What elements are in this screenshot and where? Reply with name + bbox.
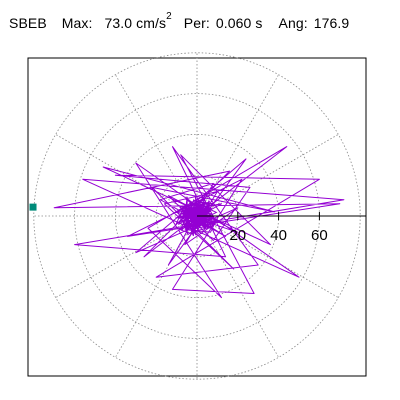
grid-spoke-300 bbox=[196, 215, 279, 358]
tick-labels: 20 40 60 bbox=[229, 212, 328, 244]
per-value: 0.060 bbox=[215, 15, 252, 31]
grid-spoke-120 bbox=[115, 74, 198, 217]
x-tick-label-40: 40 bbox=[270, 227, 287, 244]
x-tick-label-20: 20 bbox=[229, 227, 246, 244]
peak-marker bbox=[29, 203, 37, 211]
trace-group bbox=[53, 146, 345, 299]
max-unit-exponent: 2 bbox=[166, 11, 172, 22]
max-unit: cm/s bbox=[136, 15, 167, 31]
grid-spoke-210 bbox=[55, 215, 198, 298]
chart-header: SBEB Max: 73.0 cm/s2 Per: 0.060 s Ang: 176.9 bbox=[9, 11, 350, 31]
grid-spoke-330 bbox=[196, 215, 339, 298]
grid-spoke-60 bbox=[196, 74, 279, 217]
ang-value: 176.9 bbox=[313, 15, 350, 31]
per-label: Per: bbox=[183, 15, 210, 31]
peak-marker-group bbox=[29, 203, 37, 211]
max-label: Max: bbox=[61, 15, 93, 31]
grid-spoke-240 bbox=[115, 215, 198, 358]
x-tick-label-60: 60 bbox=[311, 227, 328, 244]
trace-core bbox=[175, 195, 219, 237]
station-code: SBEB bbox=[9, 15, 47, 31]
max-value: 73.0 bbox=[104, 15, 133, 31]
ang-label: Ang: bbox=[278, 15, 308, 31]
per-unit: s bbox=[255, 15, 263, 31]
grid-spoke-30 bbox=[196, 134, 339, 217]
